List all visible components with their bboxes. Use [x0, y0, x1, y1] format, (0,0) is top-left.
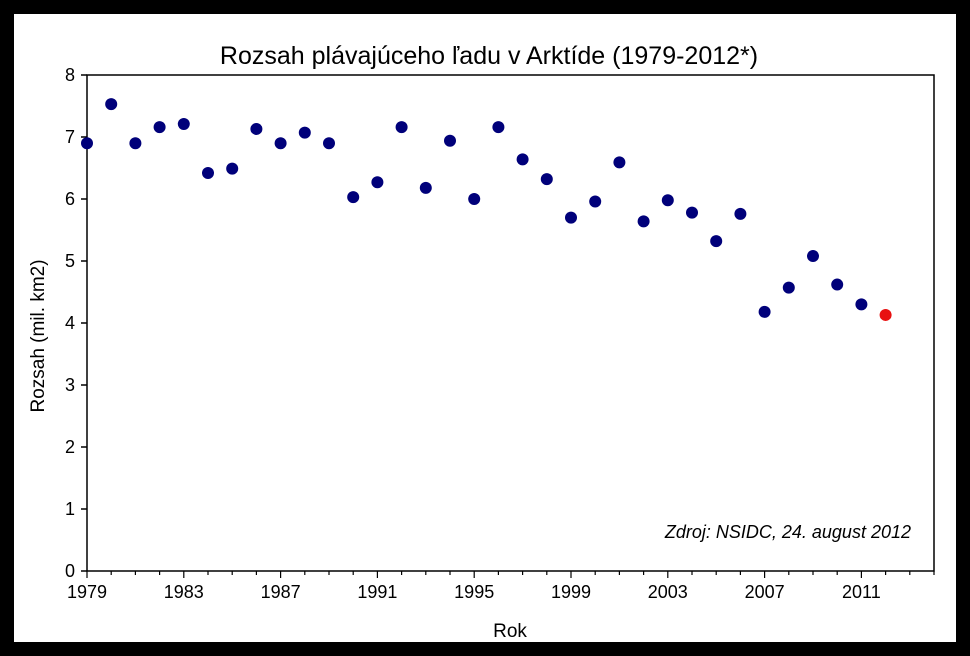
x-tick-label: 2003	[648, 582, 688, 602]
x-tick-label: 2011	[842, 582, 881, 602]
y-tick-label: 4	[65, 313, 75, 333]
data-point	[589, 195, 602, 208]
data-point	[613, 156, 626, 169]
data-point	[250, 122, 263, 135]
data-point	[298, 126, 311, 139]
plot-border	[86, 74, 935, 572]
y-tick-label: 7	[65, 127, 75, 147]
x-tick-label: 2007	[745, 582, 785, 602]
x-tick-label: 1987	[261, 582, 301, 602]
data-point	[105, 98, 118, 111]
data-point	[492, 121, 505, 134]
x-tick-label: 1995	[454, 582, 494, 602]
x-axis-label: Rok	[493, 621, 527, 642]
x-tick-label: 1999	[551, 582, 591, 602]
data-point	[710, 235, 723, 248]
data-point	[226, 162, 239, 175]
data-point	[782, 281, 795, 294]
chart-frame: Rozsah plávajúceho ľadu v Arktíde (1979-…	[14, 14, 956, 642]
data-point	[637, 215, 650, 228]
data-point	[419, 181, 432, 194]
data-point	[758, 305, 771, 318]
data-point	[202, 166, 214, 179]
y-tick-label: 8	[65, 65, 75, 85]
data-point	[323, 137, 335, 150]
data-point	[540, 173, 553, 186]
data-point	[468, 193, 481, 205]
data-point	[565, 211, 577, 224]
data-point	[516, 153, 529, 166]
data-point	[807, 250, 819, 263]
source-annotation: Zdroj: NSIDC, 24. august 2012	[664, 522, 911, 542]
data-point	[129, 137, 142, 150]
chart-title: Rozsah plávajúceho ľadu v Arktíde (1979-…	[220, 42, 758, 70]
y-tick-label: 0	[65, 561, 75, 581]
data-point	[686, 206, 698, 219]
data-point	[855, 298, 868, 311]
data-point	[444, 134, 456, 147]
x-tick-label: 1983	[164, 582, 204, 602]
data-point	[347, 191, 360, 204]
y-tick-label: 2	[65, 437, 75, 457]
y-tick-label: 1	[65, 499, 75, 519]
y-tick-label: 3	[65, 375, 75, 395]
data-point	[81, 137, 93, 150]
y-axis-label: Rozsah (mil. km2)	[28, 259, 49, 412]
data-point	[177, 117, 190, 130]
data-point	[274, 137, 287, 150]
y-tick-label: 6	[65, 189, 75, 209]
data-point	[831, 278, 844, 291]
data-point	[371, 176, 384, 189]
x-tick-label: 1979	[67, 582, 107, 602]
data-point	[734, 207, 747, 220]
plot-area: 0 1 2 3 4 5 6 7 8 1979 1983 1987 1991 1995 1999 2003 200…	[65, 65, 935, 602]
data-point-highlight	[879, 308, 892, 321]
x-tick-label: 1991	[357, 582, 397, 602]
data-point	[661, 194, 674, 207]
y-tick-label: 5	[65, 251, 75, 271]
scatter-chart: Rozsah plávajúceho ľadu v Arktíde (1979-…	[28, 42, 935, 642]
data-point	[395, 121, 408, 134]
data-point	[153, 121, 166, 134]
